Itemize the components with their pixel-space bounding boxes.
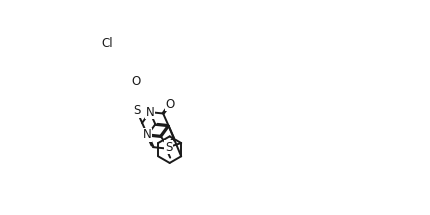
Text: S: S (133, 104, 140, 117)
Text: O: O (165, 98, 174, 111)
Text: S: S (164, 141, 172, 154)
Text: N: N (143, 129, 151, 141)
Text: O: O (131, 75, 141, 88)
Text: Cl: Cl (101, 37, 113, 51)
Text: N: N (145, 106, 154, 119)
